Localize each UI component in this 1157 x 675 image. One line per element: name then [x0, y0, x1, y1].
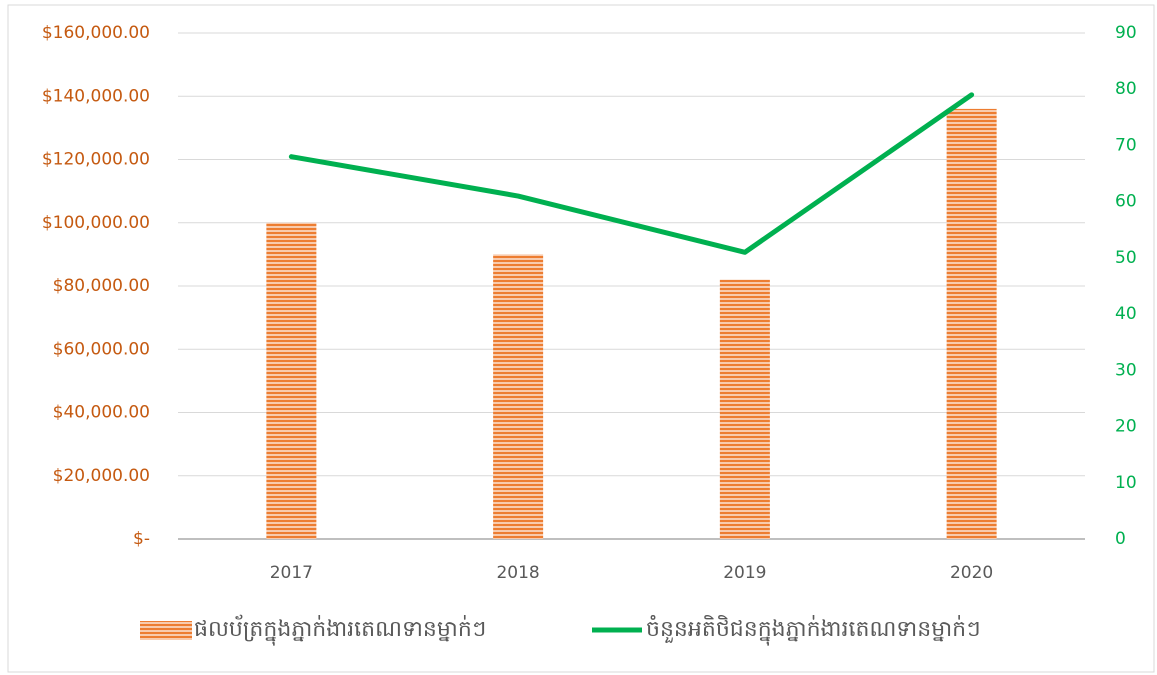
- y2-tick-label: 80: [1115, 79, 1137, 99]
- line: [288, 92, 975, 255]
- bar: [266, 222, 317, 539]
- x-tick-label: 2020: [950, 563, 993, 583]
- y2-tick-label: 30: [1115, 360, 1137, 380]
- y2-tick-label: 10: [1115, 473, 1137, 493]
- y-tick-label: $100,000.00: [42, 213, 150, 233]
- y2-tick-label: 20: [1115, 417, 1137, 437]
- y-tick-label: $40,000.00: [53, 403, 150, 423]
- y2-tick-label: 60: [1115, 192, 1137, 212]
- bar: [719, 279, 770, 539]
- y2-tick-label: 50: [1115, 248, 1137, 268]
- y2-tick-label: 90: [1115, 23, 1137, 43]
- x-tick-label: 2018: [496, 563, 539, 583]
- y-tick-label: $60,000.00: [53, 339, 150, 359]
- x-tick-label: 2017: [270, 563, 313, 583]
- y-tick-label: $120,000.00: [42, 150, 150, 170]
- legend-label: ចំនួនអតិថិជនក្នុងភ្នាក់ងារតេណទានម្នាក់ៗ: [646, 615, 981, 646]
- y2-tick-label: 0: [1115, 529, 1126, 549]
- y2-tick-label: 40: [1115, 304, 1137, 324]
- bar: [493, 254, 544, 539]
- y-tick-label: $80,000.00: [53, 276, 150, 296]
- legend-label: ផលប័ត្រក្នុងភ្នាក់ងារតេណទានម្នាក់ៗ: [194, 614, 486, 646]
- y-tick-label: $20,000.00: [53, 466, 150, 486]
- y2-tick-label: 70: [1115, 135, 1137, 155]
- legend-swatch: [140, 621, 192, 640]
- y-tick-label: $-: [133, 529, 150, 549]
- y-tick-label: $160,000.00: [42, 23, 150, 43]
- bar: [946, 108, 997, 540]
- x-tick-label: 2019: [723, 563, 766, 583]
- y-tick-label: $140,000.00: [42, 86, 150, 106]
